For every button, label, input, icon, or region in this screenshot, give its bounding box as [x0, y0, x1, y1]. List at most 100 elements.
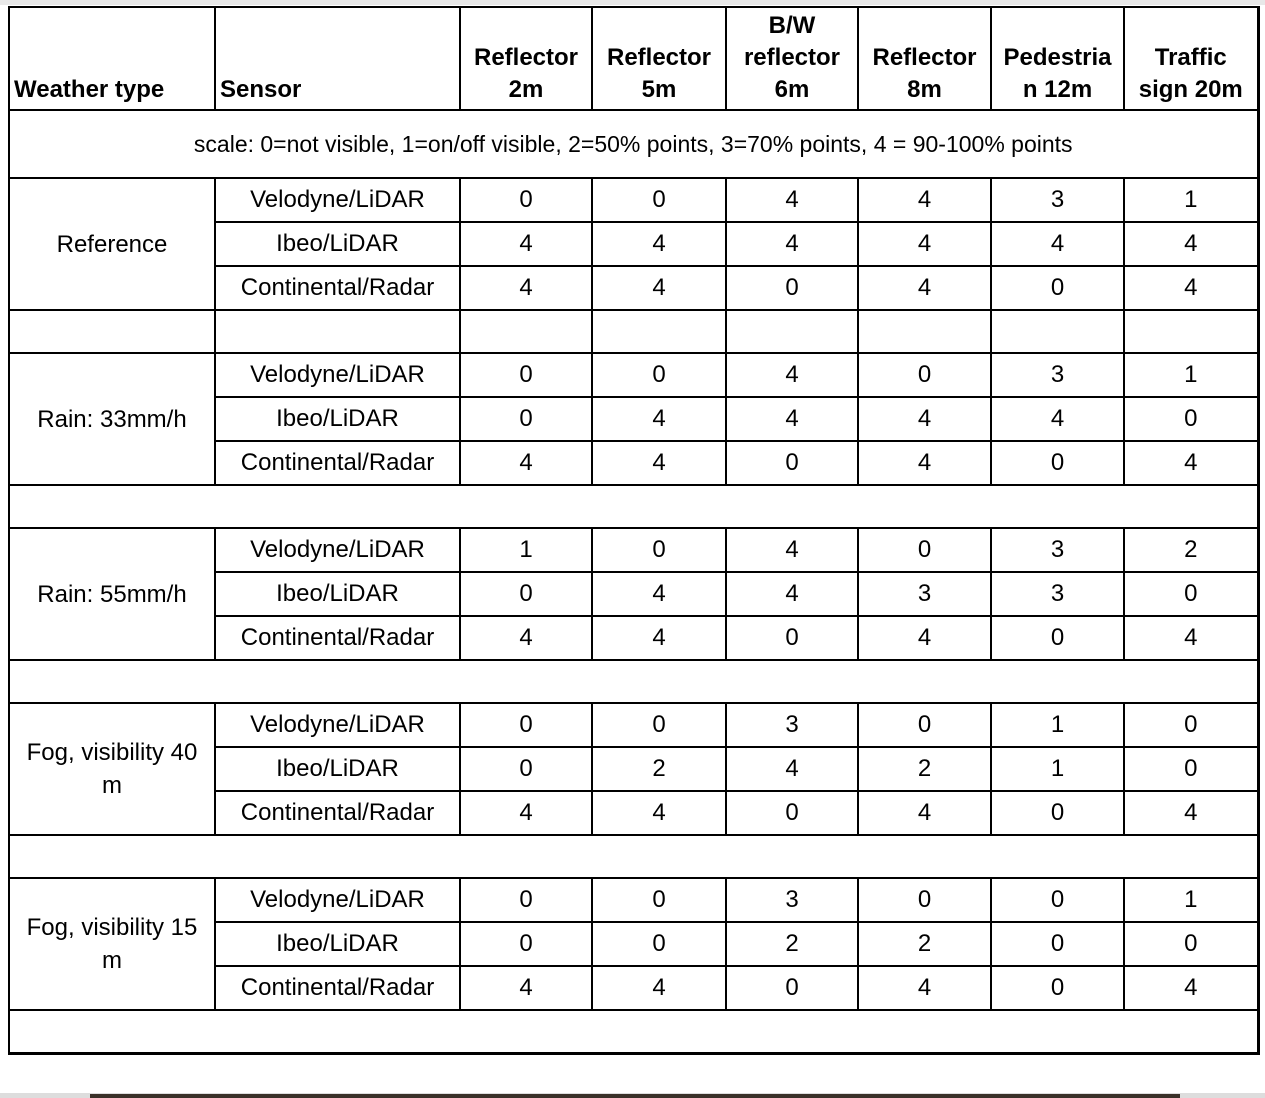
header-text: 2m	[508, 76, 544, 103]
score-cell: 4	[857, 965, 992, 1011]
score-cell: 3	[725, 877, 859, 923]
score-cell: 4	[857, 615, 992, 661]
score-cell: 1	[1123, 352, 1259, 398]
score-cell: 0	[459, 396, 593, 442]
score-cell: 4	[591, 440, 727, 486]
score-cell: 0	[459, 571, 593, 617]
sensor-cell: Continental/Radar	[214, 615, 461, 661]
empty-cell	[459, 309, 593, 354]
table-row: Rain: 33mm/h Velodyne/LiDAR 0 0 4 0 3 1	[8, 352, 1259, 486]
score-cell: 4	[857, 440, 992, 486]
top-edge	[0, 0, 1265, 5]
score-cell: 0	[591, 352, 727, 398]
header-text: B/W	[768, 12, 816, 39]
score-cell: 4	[1123, 965, 1259, 1011]
score-cell: 0	[725, 440, 859, 486]
table-row: Ibeo/LiDAR 4 4 4 4 4 4	[9, 221, 1259, 267]
header-text: Weather type	[14, 76, 165, 103]
score-cell: 2	[725, 921, 859, 967]
weather-type-cell: Rain: 33mm/h	[8, 352, 216, 486]
score-cell: 4	[459, 265, 593, 311]
score-cell: 1	[459, 527, 593, 573]
score-cell: 3	[990, 571, 1125, 617]
sensor-cell: Ibeo/LiDAR	[214, 571, 461, 617]
scale-row: scale: 0=not visible, 1=on/off visible, …	[8, 109, 1259, 179]
score-cell: 0	[990, 440, 1125, 486]
score-cell: 4	[459, 615, 593, 661]
score-cell: 4	[1123, 440, 1259, 486]
score-cell: 0	[591, 877, 727, 923]
score-cell: 4	[459, 221, 593, 267]
score-cell: 1	[1123, 877, 1259, 923]
score-cell: 2	[857, 746, 992, 792]
table-row: Ibeo/LiDAR 0 2 4 2 1 0	[9, 746, 1259, 792]
score-cell: 4	[591, 265, 727, 311]
score-cell: 0	[857, 702, 992, 748]
empty-cell	[857, 309, 992, 354]
sensor-cell: Velodyne/LiDAR	[214, 527, 461, 573]
table-row: Continental/Radar 4 4 0 4 0 4	[9, 265, 1259, 311]
sensor-cell: Continental/Radar	[214, 790, 461, 836]
empty-cell	[214, 309, 461, 354]
score-cell: 0	[857, 527, 992, 573]
score-cell: 4	[1123, 790, 1259, 836]
sensor-cell: Ibeo/LiDAR	[214, 221, 461, 267]
score-cell: 0	[591, 702, 727, 748]
score-cell: 4	[725, 177, 859, 223]
score-cell: 0	[1123, 571, 1259, 617]
sensor-cell: Velodyne/LiDAR	[214, 352, 461, 398]
spacer-row	[8, 1009, 1259, 1055]
sensor-cell: Velodyne/LiDAR	[214, 702, 461, 748]
column-header: Sensor	[214, 6, 461, 111]
column-header: B/W reflector 6m	[725, 6, 859, 111]
score-cell: 4	[857, 790, 992, 836]
header-text: reflector	[743, 44, 841, 71]
score-cell: 0	[725, 615, 859, 661]
empty-cell	[725, 309, 859, 354]
score-cell: 4	[725, 396, 859, 442]
column-header: Pedestria n 12m	[990, 6, 1125, 111]
table-row: Continental/Radar 4 4 0 4 0 4	[9, 615, 1259, 661]
column-header: Traffic sign 20m	[1123, 6, 1259, 111]
column-header: Reflector 8m	[857, 6, 992, 111]
spacer-row	[8, 484, 1259, 529]
score-cell: 0	[990, 877, 1125, 923]
header-text: Pedestria	[1003, 44, 1112, 71]
score-cell: 4	[725, 527, 859, 573]
score-cell: 0	[990, 921, 1125, 967]
score-cell: 4	[591, 790, 727, 836]
score-cell: 0	[459, 746, 593, 792]
table-row: Continental/Radar 4 4 0 4 0 4	[9, 790, 1259, 836]
score-cell: 2	[591, 746, 727, 792]
score-cell: 0	[725, 790, 859, 836]
spacer-row	[8, 309, 1259, 354]
score-cell: 4	[591, 571, 727, 617]
score-cell: 0	[1123, 702, 1259, 748]
table-row: Ibeo/LiDAR 0 0 2 2 0 0	[9, 921, 1259, 967]
score-cell: 0	[1123, 396, 1259, 442]
score-cell: 0	[857, 877, 992, 923]
header-text: 6m	[774, 76, 810, 103]
score-cell: 3	[990, 352, 1125, 398]
sensor-cell: Continental/Radar	[214, 265, 461, 311]
header-row: Weather type Sensor Reflector 2m Reflector 5m…	[8, 6, 1259, 111]
image-below	[90, 1094, 1180, 1098]
score-cell: 0	[591, 177, 727, 223]
score-cell: 0	[857, 352, 992, 398]
score-cell: 0	[459, 921, 593, 967]
weather-type-cell: Fog, visibility 15 m	[8, 877, 216, 1011]
empty-cell	[8, 309, 216, 354]
spacer-row	[8, 659, 1259, 704]
score-cell: 1	[1123, 177, 1259, 223]
score-cell: 4	[1123, 221, 1259, 267]
score-cell: 0	[725, 965, 859, 1011]
score-cell: 1	[990, 746, 1125, 792]
header-text: Traffic	[1154, 44, 1227, 71]
score-cell: 0	[591, 527, 727, 573]
score-cell: 0	[591, 921, 727, 967]
empty-cell	[8, 1009, 1259, 1055]
column-header: Weather type	[8, 6, 216, 111]
header-text: n 12m	[1022, 76, 1093, 103]
sensor-cell: Continental/Radar	[214, 965, 461, 1011]
header-text: Reflector	[606, 44, 712, 71]
